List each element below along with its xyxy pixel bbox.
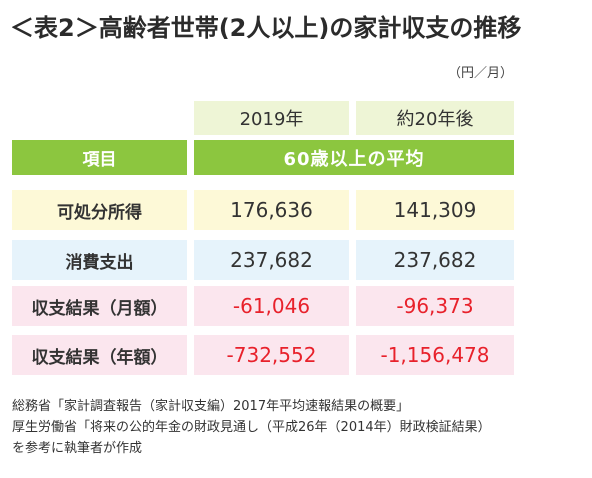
row-label-balance-monthly: 収支結果（月額） <box>12 286 187 326</box>
cell-consumption-2019: 237,682 <box>194 240 349 280</box>
source-line: を参考に執筆者が作成 <box>12 441 143 456</box>
item-header: 項目 <box>12 140 187 175</box>
cell-balance-monthly-2019: -61,046 <box>194 286 349 326</box>
row-label-disposable-income: 可処分所得 <box>12 190 187 230</box>
cell-disposable-income-20years: 141,309 <box>356 190 514 230</box>
source-line: 厚生労働省「将来の公的年金の財政見通し（平成26年（2014年）財政検証結果） <box>12 420 491 435</box>
row-label-balance-yearly: 収支結果（年額） <box>12 335 187 375</box>
cell-disposable-income-2019: 176,636 <box>194 190 349 230</box>
year-header-20years: 約20年後 <box>356 101 514 135</box>
source-line: 総務省「家計調査報告（家計収支編）2017年平均速報結果の概要」 <box>12 399 410 414</box>
page-title: ＜表2＞高齢者世帯(2人以上)の家計収支の推移 <box>10 14 522 42</box>
cell-balance-yearly-20years: -1,156,478 <box>356 335 514 375</box>
cell-balance-monthly-20years: -96,373 <box>356 286 514 326</box>
row-label-consumption: 消費支出 <box>12 240 187 280</box>
source-notes: 総務省「家計調査報告（家計収支編）2017年平均速報結果の概要」 厚生労働省「将… <box>12 396 491 459</box>
average-header: 60歳以上の平均 <box>194 140 514 175</box>
year-header-2019: 2019年 <box>194 101 349 135</box>
unit-label: （円／月） <box>448 66 514 81</box>
cell-balance-yearly-2019: -732,552 <box>194 335 349 375</box>
cell-consumption-20years: 237,682 <box>356 240 514 280</box>
